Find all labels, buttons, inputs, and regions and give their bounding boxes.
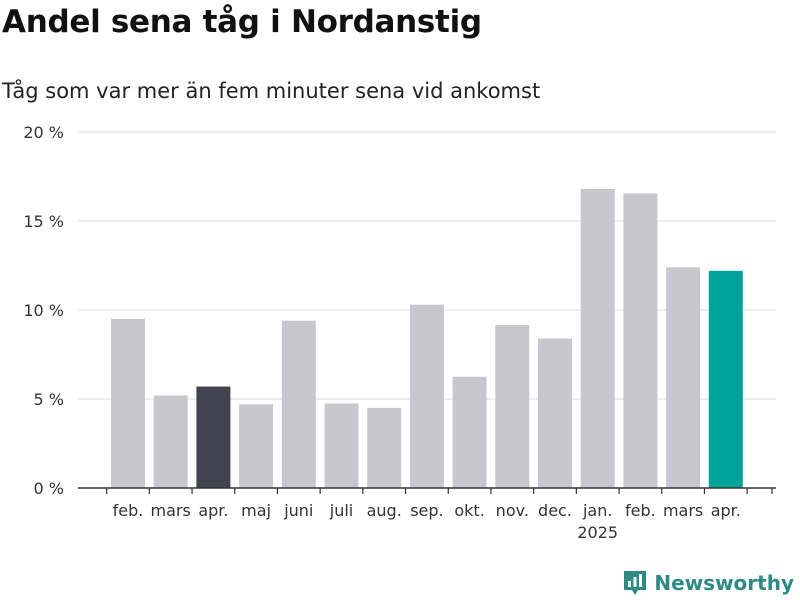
y-tick-label: 15 % xyxy=(23,212,64,231)
x-tick-label: juni xyxy=(283,501,313,520)
x-tick-label: dec. xyxy=(538,501,572,520)
bar-jan-11 xyxy=(580,188,615,488)
bar-okt-8 xyxy=(452,376,487,488)
x-tick-label: okt. xyxy=(454,501,484,520)
x-tick-label: mars xyxy=(663,501,703,520)
chart-subtitle: Tåg som var mer än fem minuter sena vid … xyxy=(2,79,541,103)
bar-juni-4 xyxy=(281,320,316,488)
bar-feb-0 xyxy=(111,318,145,488)
y-tick-label: 20 % xyxy=(23,123,64,142)
x-tick-label: feb. xyxy=(113,501,144,520)
bar-mars-13 xyxy=(666,267,701,488)
bars-layer xyxy=(111,188,743,488)
x-tick-label: jan. xyxy=(582,501,612,520)
y-tick-label: 0 % xyxy=(34,479,64,498)
bar-apr-14 xyxy=(708,270,743,488)
bar-dec-10 xyxy=(538,338,572,488)
x-tick-label: apr. xyxy=(711,501,741,520)
bar-apr-2 xyxy=(196,386,231,488)
bar-sep-7 xyxy=(409,304,444,488)
chart-title: Andel sena tåg i Nordanstig xyxy=(2,4,482,40)
x-axis xyxy=(78,487,776,494)
y-tick-label: 5 % xyxy=(34,390,64,409)
newsworthy-logo: Newsworthy xyxy=(622,568,794,598)
x-tick-label: aug. xyxy=(367,501,402,520)
x-tick-label: mars xyxy=(151,501,191,520)
x-tick-label: apr. xyxy=(198,501,228,520)
tick-labels: 0 % 5 % 10 % 15 % 20 % feb. mars apr. maj juni jul… xyxy=(23,123,741,542)
x-year-label: 2025 xyxy=(577,523,618,542)
x-tick-label: nov. xyxy=(496,501,529,520)
bar-nov-9 xyxy=(495,325,530,488)
bar-maj-3 xyxy=(239,404,274,488)
logo-text: Newsworthy xyxy=(654,571,794,595)
bar-juli-5 xyxy=(324,403,359,488)
bar-chart-logo-icon xyxy=(624,571,647,595)
x-tick-label: sep. xyxy=(410,501,443,520)
y-tick-label: 10 % xyxy=(23,301,64,320)
x-tick-label: feb. xyxy=(625,501,656,520)
bar-aug-6 xyxy=(367,407,402,488)
bar-feb-12 xyxy=(623,193,658,488)
x-tick-label: maj xyxy=(241,501,271,520)
x-tick-label: juli xyxy=(329,501,353,520)
bar-mars-1 xyxy=(153,395,188,488)
